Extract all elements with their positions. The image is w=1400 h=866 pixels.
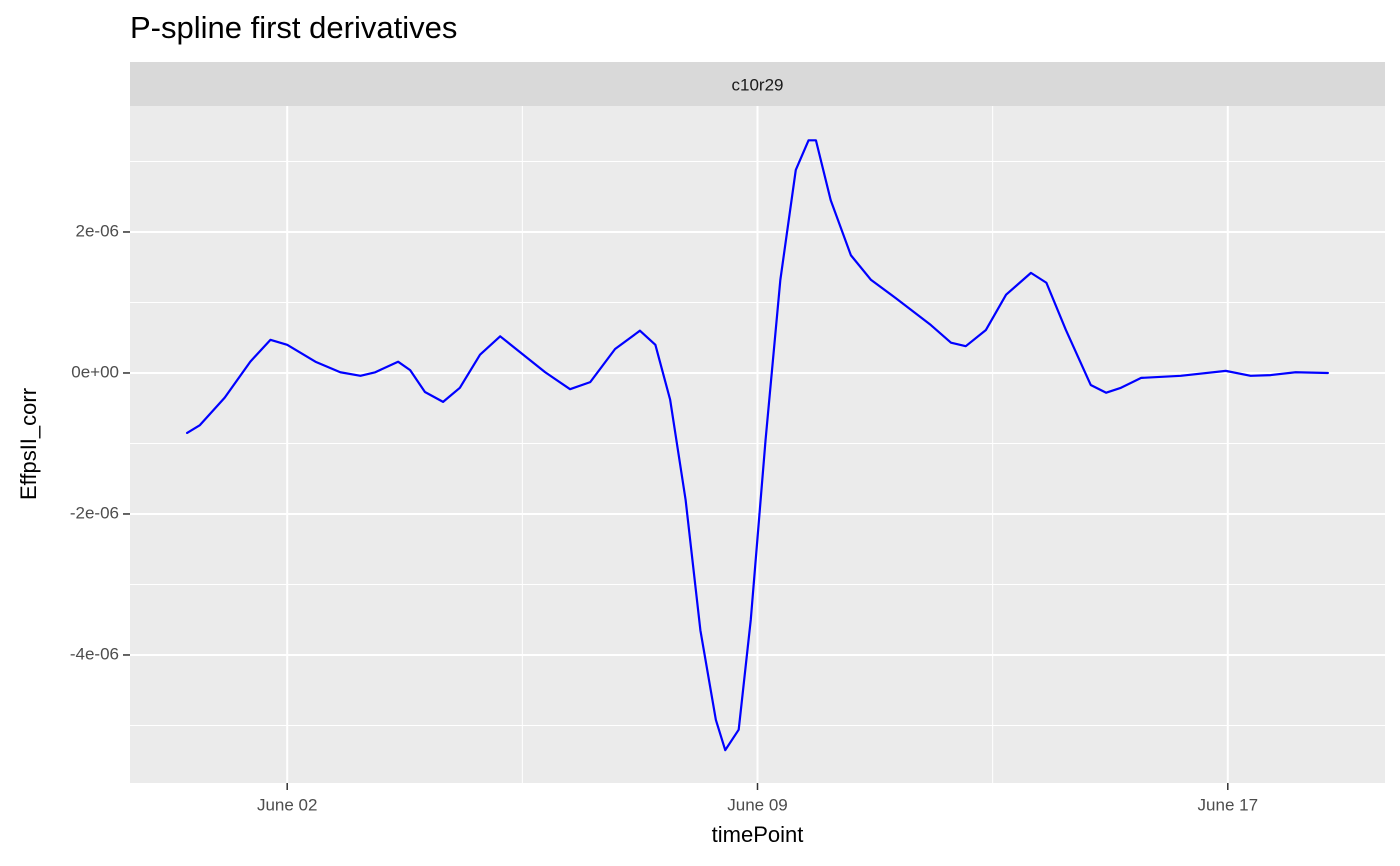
facet-strip [130,62,1385,106]
x-tick-label: June 17 [1198,795,1259,814]
facet-label: c10r29 [732,75,784,94]
x-axis-title: timePoint [712,822,804,847]
x-tick-label: June 02 [257,795,318,814]
grid [130,106,1385,783]
chart-title: P-spline first derivatives [130,10,457,45]
y-tick-label: -4e-06 [70,644,119,663]
y-tick-label: 0e+00 [71,362,119,381]
y-axis-title: EffpsII_corr [16,388,41,500]
data-line [186,139,1329,752]
y-tick-label: -2e-06 [70,503,119,522]
marks [186,139,1329,752]
x-tick-label: June 09 [727,795,788,814]
y-tick-label: 2e-06 [76,221,119,240]
